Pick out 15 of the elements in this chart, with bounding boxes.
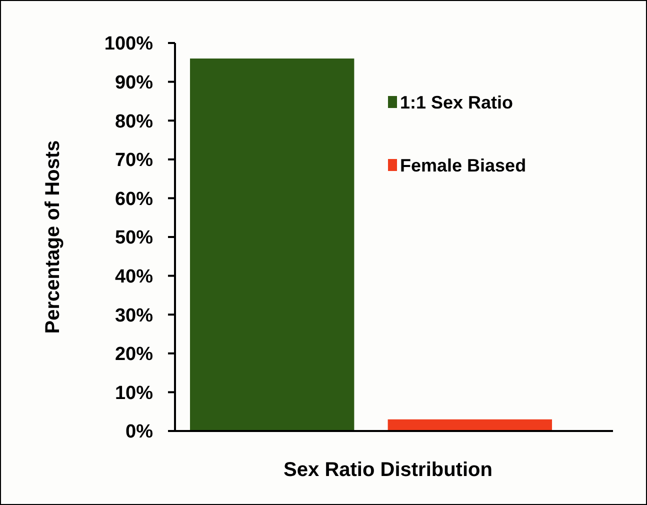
- y-tick-label: 70%: [114, 150, 154, 172]
- x-axis-title: Sex Ratio Distribution: [284, 459, 492, 481]
- y-tick-label: 0%: [126, 422, 154, 443]
- y-tick-label: 100%: [104, 34, 154, 55]
- legend-label: Female Biased: [400, 155, 526, 176]
- y-tick-label: 90%: [114, 72, 154, 94]
- y-tick-label: 20%: [114, 344, 154, 366]
- y-tick-label: 50%: [114, 228, 154, 249]
- y-tick-label: 30%: [114, 305, 154, 326]
- y-tick-label: 60%: [114, 188, 154, 210]
- legend-label: 1:1 Sex Ratio: [400, 92, 514, 112]
- y-tick-label: 10%: [114, 382, 154, 404]
- y-tick-label: 80%: [114, 111, 154, 132]
- y-tick-label: 40%: [114, 266, 154, 288]
- y-axis-title: Percentage of Hosts: [42, 140, 64, 334]
